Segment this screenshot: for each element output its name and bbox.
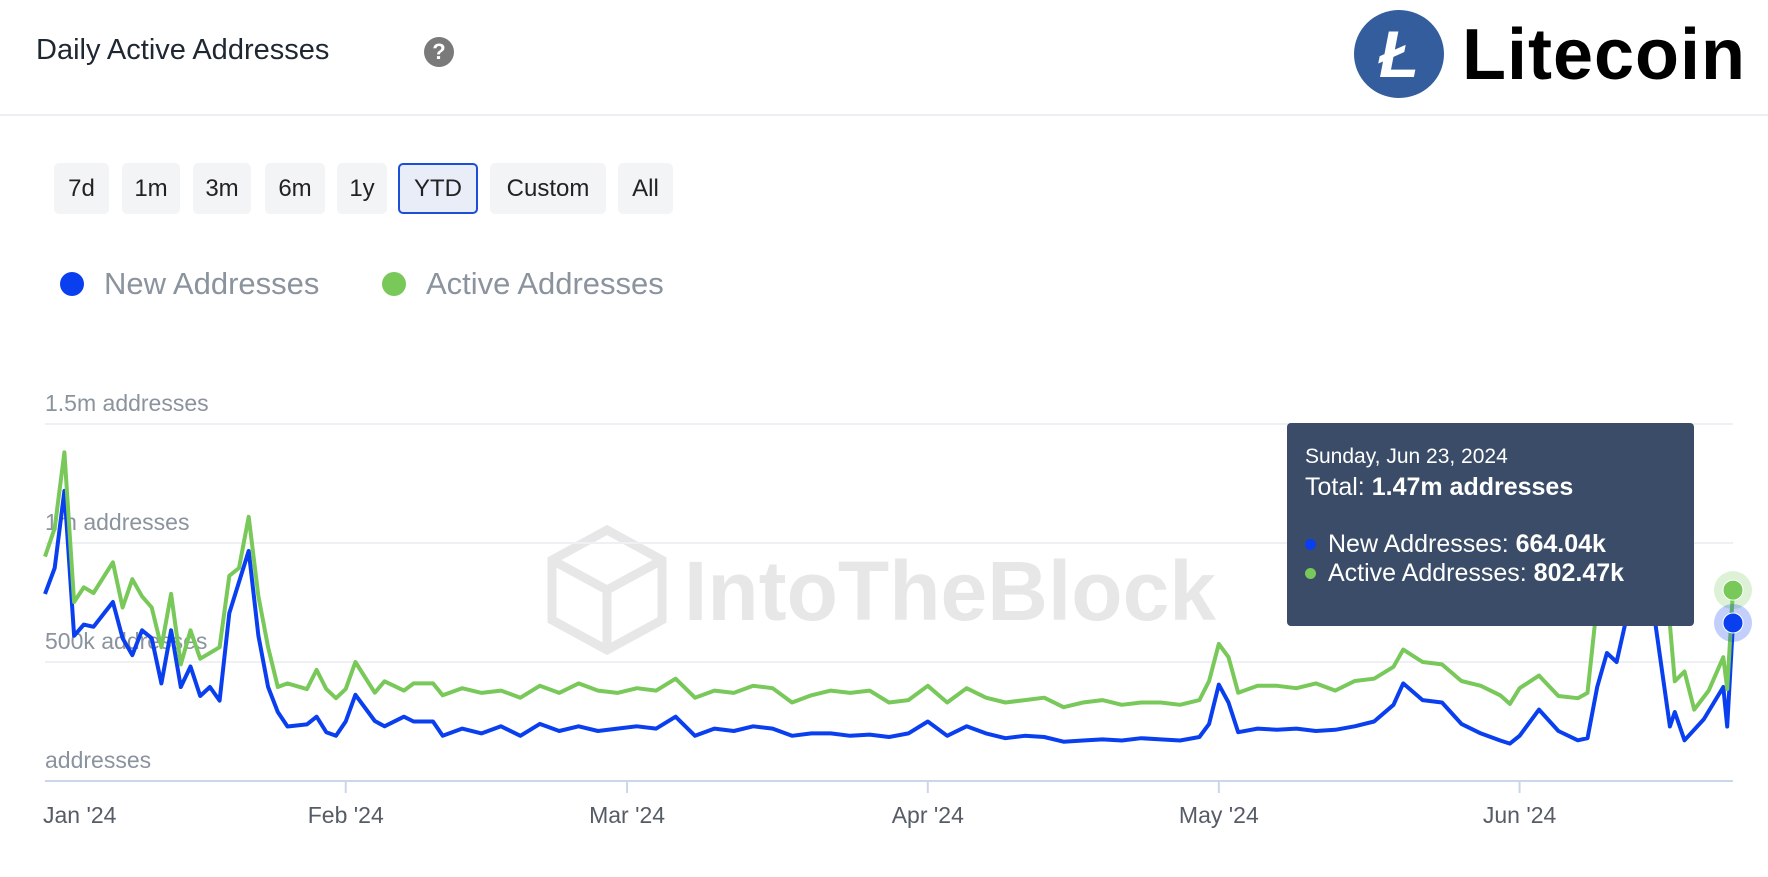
- range-1m-button[interactable]: 1m: [122, 163, 180, 214]
- y-tick-label: 1.5m addresses: [45, 390, 209, 416]
- y-tick-label: addresses: [45, 747, 151, 773]
- watermark: IntoTheBlock: [547, 524, 1216, 656]
- range-ytd-button[interactable]: YTD: [398, 163, 478, 214]
- legend-active-addresses[interactable]: Active Addresses: [382, 266, 664, 302]
- tooltip-date: Sunday, Jun 23, 2024: [1305, 445, 1508, 468]
- x-tick-label: Jan '24: [43, 802, 117, 828]
- x-tick-label: Jun '24: [1483, 802, 1557, 828]
- range-7d-button[interactable]: 7d: [54, 163, 109, 214]
- watermark-text: IntoTheBlock: [684, 544, 1216, 638]
- x-tick-label: May '24: [1179, 802, 1259, 828]
- tooltip-row-active: Active Addresses: 802.47k: [1305, 559, 1676, 588]
- range-1y-button[interactable]: 1y: [337, 163, 387, 214]
- tooltip-total-value: 1.47m addresses: [1371, 473, 1574, 501]
- legend-dot-icon: [60, 272, 84, 296]
- range-3m-button[interactable]: 3m: [193, 163, 251, 214]
- legend-new-addresses[interactable]: New Addresses: [60, 266, 319, 302]
- range-6m-button[interactable]: 6m: [265, 163, 325, 214]
- hover-point: [1722, 612, 1744, 634]
- tooltip-total: Total: 1.47m addresses: [1305, 473, 1574, 501]
- series-line-active-addresses: [43, 450, 1735, 712]
- brand-name: Litecoin: [1462, 15, 1747, 95]
- x-tick-label: Mar '24: [589, 802, 665, 828]
- page-title: Daily Active Addresses: [36, 34, 330, 66]
- help-icon[interactable]: ?: [424, 37, 454, 67]
- litecoin-logo-icon: Ł: [1354, 10, 1444, 98]
- intotheblock-logo-icon: [547, 524, 667, 656]
- series-line-new-addresses: [43, 488, 1735, 746]
- x-tick-label: Apr '24: [892, 802, 964, 828]
- legend-dot-icon: [382, 272, 406, 296]
- legend-label: New Addresses: [104, 266, 320, 301]
- range-custom-button[interactable]: Custom: [490, 163, 606, 214]
- tooltip-row-new: New Addresses: 664.04k: [1305, 530, 1676, 559]
- dot-icon: [1305, 539, 1316, 550]
- chart-tooltip: Sunday, Jun 23, 2024 Total: 1.47m addres…: [1287, 423, 1694, 626]
- dot-icon: [1305, 568, 1316, 579]
- hover-point: [1722, 579, 1744, 601]
- legend-label: Active Addresses: [426, 266, 664, 301]
- x-tick-label: Feb '24: [308, 802, 384, 828]
- header-divider: [0, 114, 1768, 116]
- range-all-button[interactable]: All: [618, 163, 673, 214]
